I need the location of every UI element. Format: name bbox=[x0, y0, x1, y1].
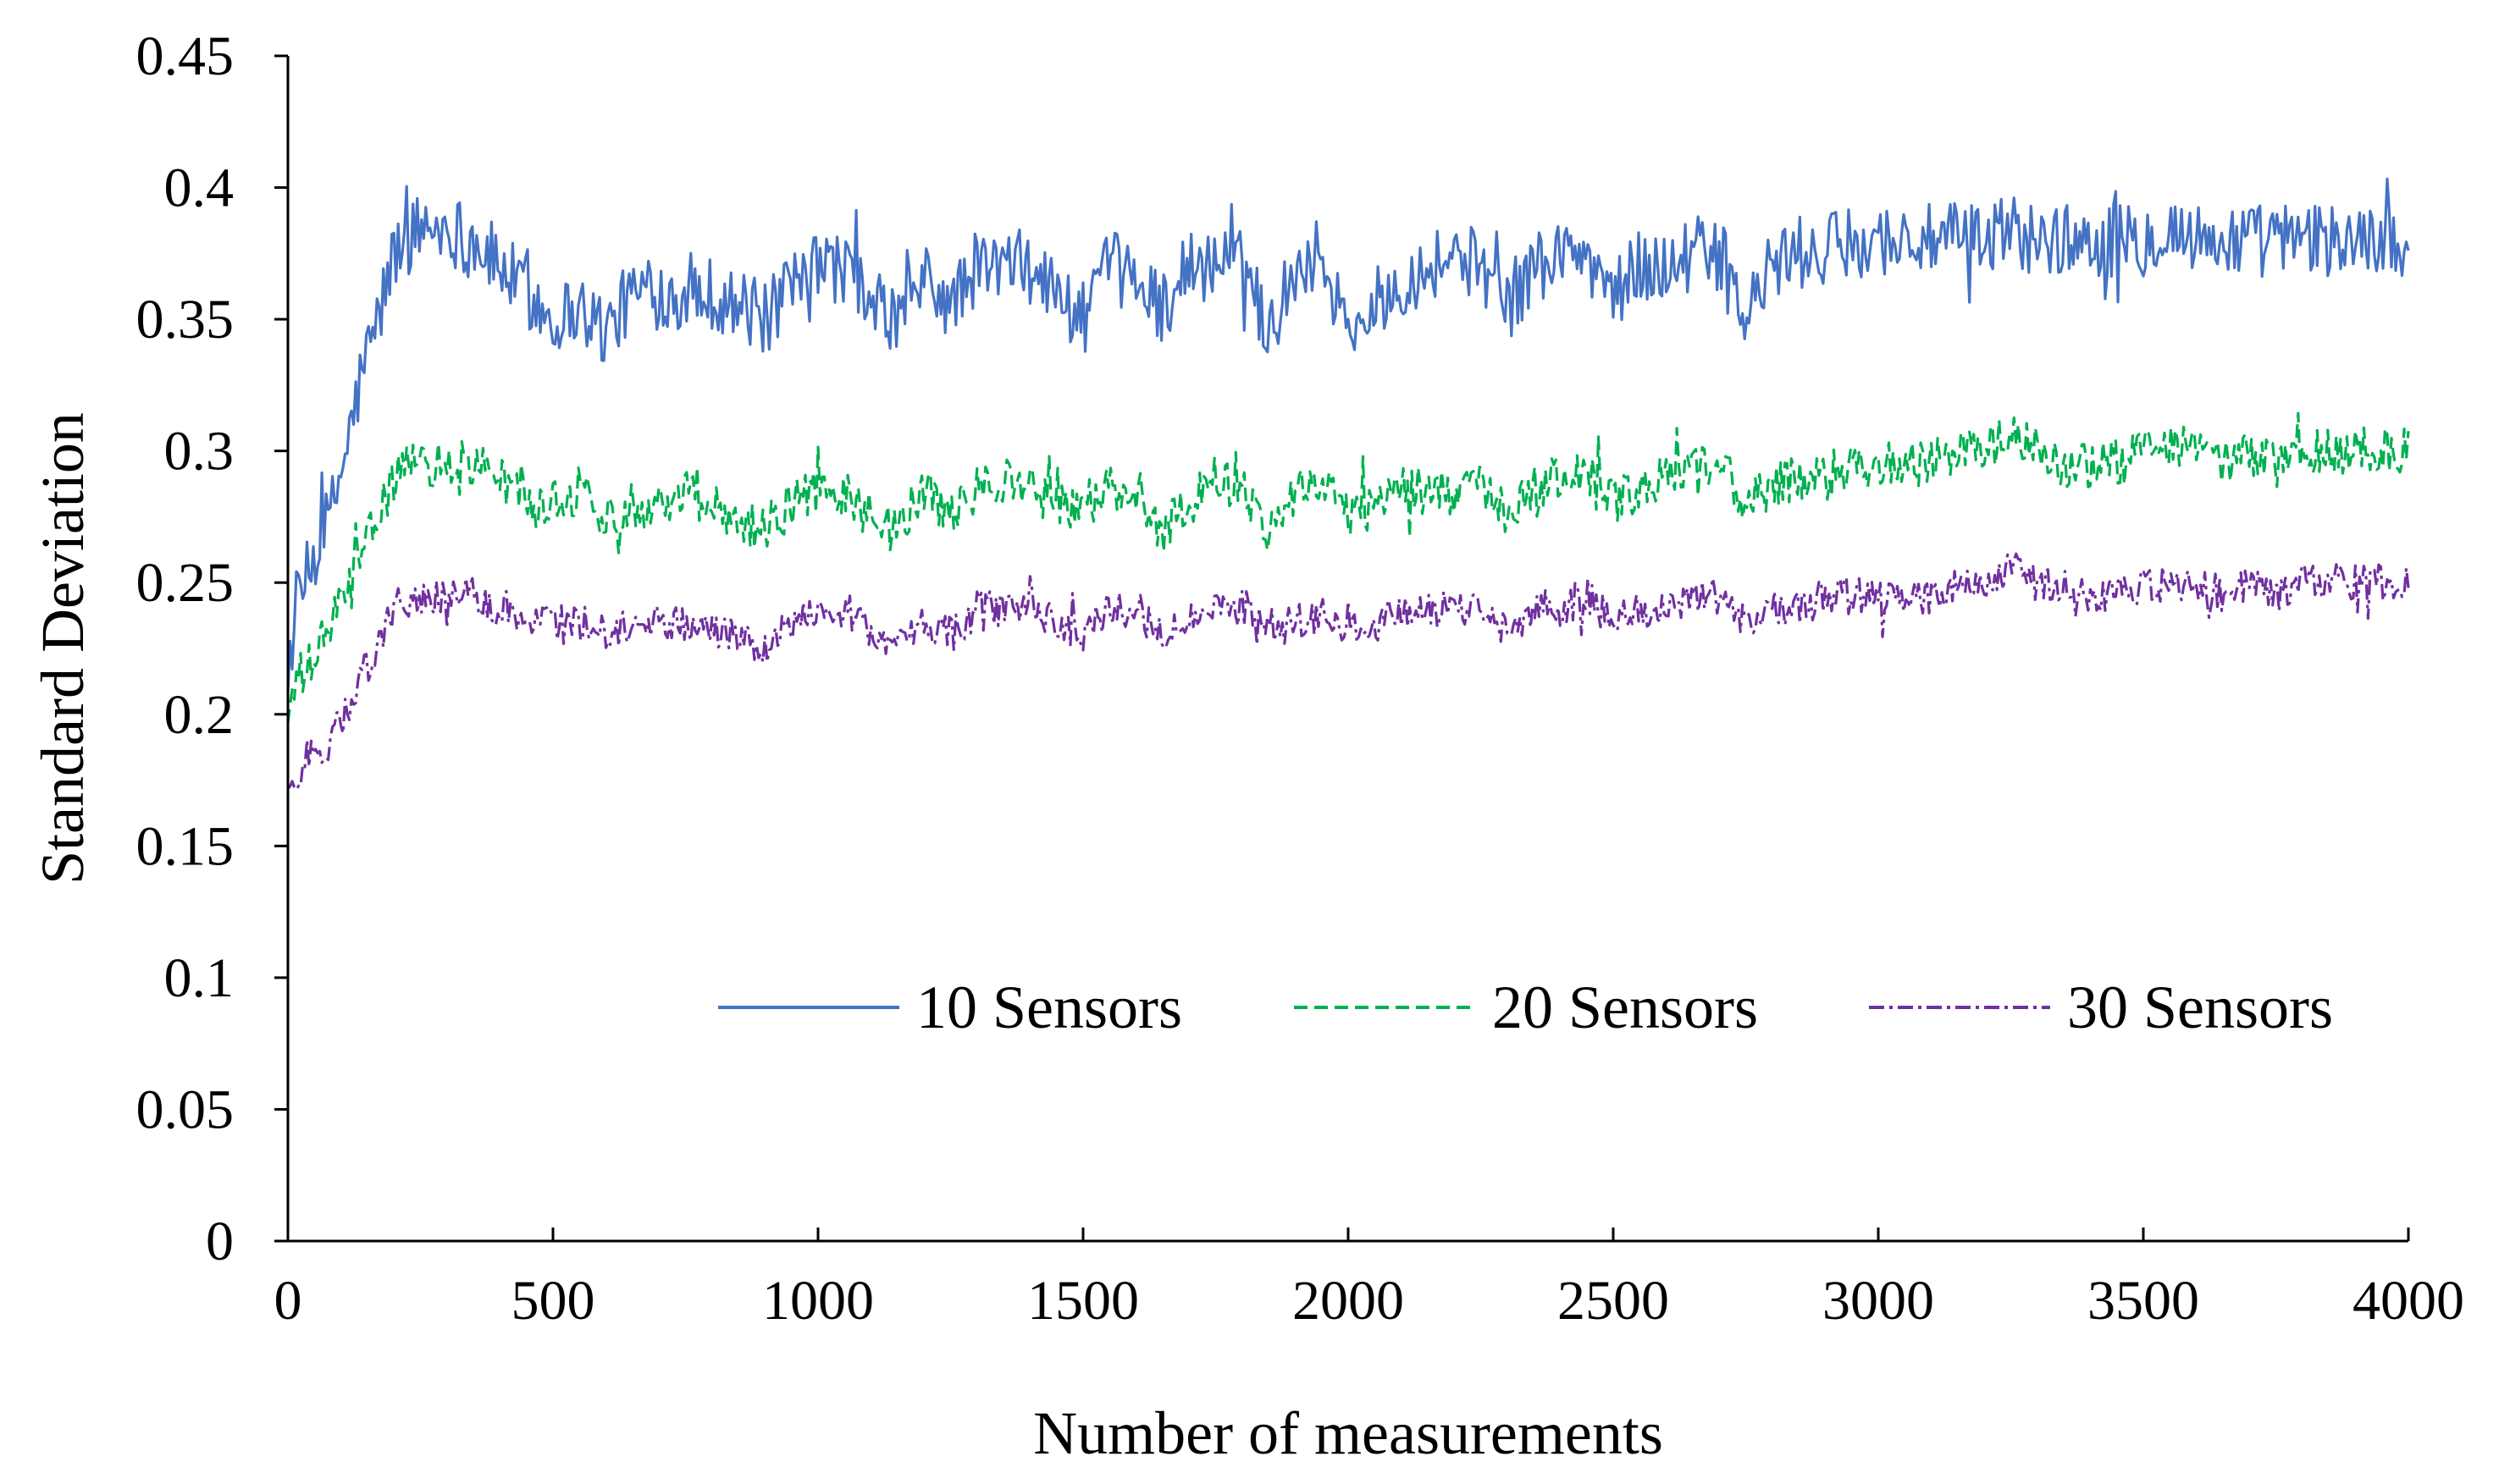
y-axis-title: Standard Deviation bbox=[29, 412, 97, 885]
series-line-2 bbox=[286, 411, 2410, 723]
x-tick-label: 3000 bbox=[1822, 1270, 1934, 1332]
y-tick-label: 0 bbox=[206, 1211, 234, 1272]
y-tick-label: 0.35 bbox=[136, 289, 235, 350]
x-tick-label: 2500 bbox=[1557, 1270, 1669, 1332]
x-tick-label: 500 bbox=[511, 1270, 595, 1332]
series-line-1 bbox=[286, 177, 2410, 692]
ticks-layer: 0 0.05 0.1 0.15 0.2 0.25 0.3 0.35 0.4 0.45 0 500 100… bbox=[136, 25, 2465, 1332]
x-tick-label: 1000 bbox=[762, 1270, 874, 1332]
y-tick-label: 0.4 bbox=[164, 157, 235, 219]
x-tick-label: 4000 bbox=[2352, 1270, 2464, 1332]
x-axis-title: Number of measurements bbox=[1033, 1399, 1663, 1467]
y-tick-label: 0.1 bbox=[164, 947, 235, 1009]
series-layer bbox=[286, 177, 2410, 792]
series-line-3 bbox=[286, 552, 2410, 792]
y-tick-label: 0.15 bbox=[136, 815, 235, 877]
legend: 10 Sensors 20 Sensors 30 Sensors bbox=[718, 974, 2333, 1041]
y-tick-label: 0.25 bbox=[136, 552, 235, 614]
y-tick-label: 0.05 bbox=[136, 1079, 235, 1140]
y-tick-label: 0.45 bbox=[136, 25, 235, 87]
legend-label-2: 20 Sensors bbox=[1492, 974, 1758, 1041]
legend-label-3: 30 Sensors bbox=[2067, 974, 2333, 1041]
legend-label-1: 10 Sensors bbox=[916, 974, 1182, 1041]
x-tick-label: 1500 bbox=[1027, 1270, 1139, 1332]
y-tick-label: 0.2 bbox=[164, 684, 235, 746]
x-tick-label: 2000 bbox=[1292, 1270, 1404, 1332]
x-tick-label: 3500 bbox=[2087, 1270, 2199, 1332]
y-tick-label: 0.3 bbox=[164, 421, 235, 483]
x-tick-label: 0 bbox=[274, 1270, 302, 1332]
